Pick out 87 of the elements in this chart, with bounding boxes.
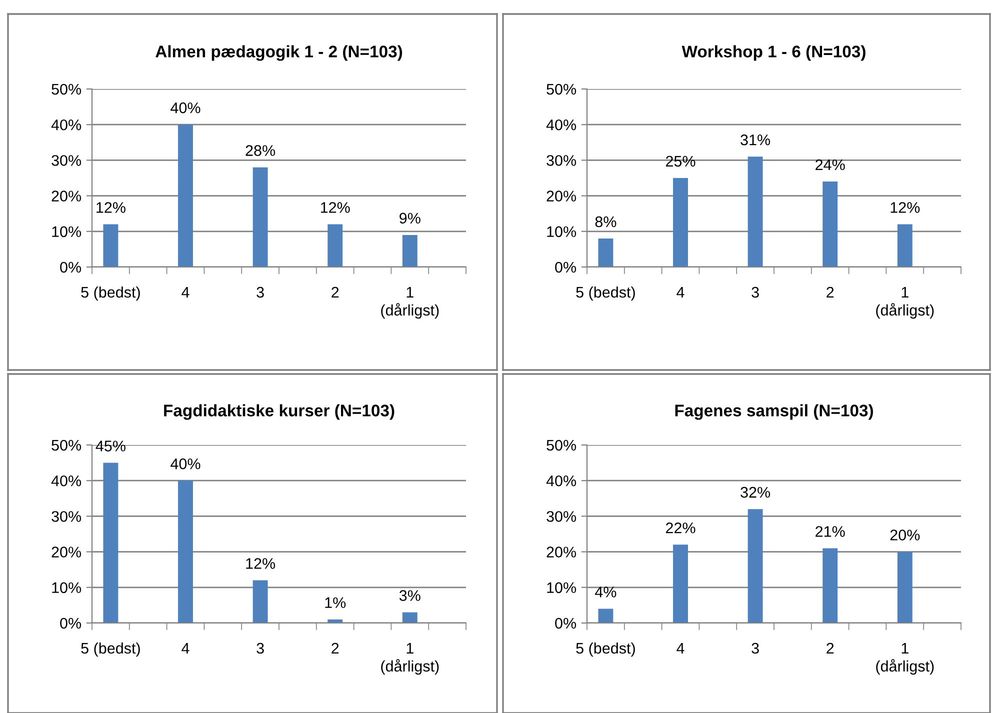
x-tick-label: 3	[256, 286, 264, 298]
data-label: 32%	[740, 486, 770, 498]
x-tick-label: 1 (dårligst)	[876, 643, 934, 675]
x-tick-label: 1 (dårligst)	[381, 287, 439, 319]
y-tick-label: 30%	[52, 155, 82, 166]
data-label: 12%	[320, 202, 350, 213]
x-tick-label: 4	[182, 643, 190, 654]
data-label: 8%	[595, 216, 616, 228]
x-tick-label: 2	[826, 286, 834, 298]
x-tick-label: 4	[676, 643, 684, 654]
data-label: 24%	[816, 159, 845, 170]
y-tick-label: 20%	[52, 190, 82, 202]
x-tick-label: 1 (dårligst)	[381, 643, 439, 675]
y-tick-label: 0%	[60, 262, 82, 273]
y-tick-label: 10%	[547, 582, 576, 594]
data-label: 40%	[170, 102, 200, 114]
data-label: 22%	[666, 522, 696, 534]
y-tick-label: 40%	[51, 475, 82, 486]
x-tick-label: 4	[676, 287, 684, 298]
x-tick-label: 5 (bedst)	[576, 642, 635, 657]
bar	[252, 167, 268, 267]
data-label: 20%	[890, 530, 920, 540]
y-tick-label: 50%	[52, 440, 82, 451]
bar	[103, 224, 118, 267]
y-tick-label: 0%	[555, 618, 576, 629]
y-tick-label: 50%	[546, 440, 576, 451]
data-label: 31%	[740, 134, 770, 146]
bar	[178, 124, 193, 267]
x-tick-label: 5 (bedst)	[576, 286, 635, 301]
data-label: 45%	[96, 440, 126, 452]
x-tick-label: 4	[182, 287, 190, 298]
x-tick-label: 3	[752, 642, 759, 654]
data-label: 3%	[399, 590, 420, 601]
bar	[402, 612, 418, 623]
bar	[822, 182, 838, 267]
bar	[252, 580, 268, 623]
bar	[103, 462, 118, 623]
data-label: 12%	[96, 202, 126, 213]
bar	[598, 238, 614, 267]
bar	[897, 224, 912, 267]
data-label: 12%	[890, 202, 920, 213]
x-tick-label: 2	[826, 642, 834, 654]
y-tick-label: 40%	[51, 119, 82, 130]
y-tick-label: 50%	[546, 84, 576, 95]
bar	[748, 156, 763, 267]
data-label: 28%	[246, 145, 276, 156]
data-label: 12%	[246, 558, 276, 569]
chart-title: Almen pædagogik 1 - 2 (N=103)	[156, 45, 402, 61]
y-tick-label: 10%	[547, 226, 576, 238]
y-tick-label: 50%	[52, 84, 82, 95]
chart-title: Fagenes samspil (N=103)	[675, 404, 873, 420]
y-tick-label: 10%	[52, 226, 82, 238]
x-tick-label: 3	[256, 642, 264, 654]
y-tick-label: 0%	[555, 262, 576, 273]
data-label: 21%	[816, 526, 845, 537]
y-tick-label: 20%	[52, 546, 82, 558]
data-label: 9%	[400, 212, 420, 224]
bar	[748, 509, 763, 623]
x-tick-label: 2	[332, 286, 339, 298]
data-label: 25%	[666, 156, 696, 167]
y-tick-label: 40%	[546, 475, 576, 486]
bar	[178, 480, 193, 623]
data-label: 4%	[595, 586, 616, 598]
bar	[402, 234, 418, 267]
bar	[673, 544, 688, 623]
x-tick-label: 3	[752, 286, 759, 298]
data-label: 40%	[170, 458, 200, 470]
bar	[673, 178, 688, 267]
bar	[822, 548, 838, 623]
bar	[598, 608, 614, 623]
y-tick-label: 30%	[546, 511, 576, 522]
x-tick-label: 5 (bedst)	[81, 642, 140, 657]
y-tick-label: 20%	[546, 546, 576, 558]
y-tick-label: 30%	[546, 155, 576, 166]
data-label: 1%	[325, 597, 346, 608]
x-tick-label: 1 (dårligst)	[876, 287, 934, 319]
y-tick-label: 30%	[52, 511, 82, 522]
bar	[897, 552, 912, 623]
y-tick-label: 40%	[546, 119, 576, 130]
x-tick-label: 2	[332, 642, 339, 654]
y-tick-label: 10%	[52, 582, 82, 594]
y-tick-label: 20%	[546, 190, 576, 202]
x-tick-label: 5 (bedst)	[81, 286, 140, 301]
chart-title: Workshop 1 - 6 (N=103)	[682, 45, 866, 61]
y-tick-label: 0%	[60, 618, 82, 629]
chart-title: Fagdidaktiske kurser (N=103)	[164, 404, 394, 420]
bar	[328, 224, 343, 267]
